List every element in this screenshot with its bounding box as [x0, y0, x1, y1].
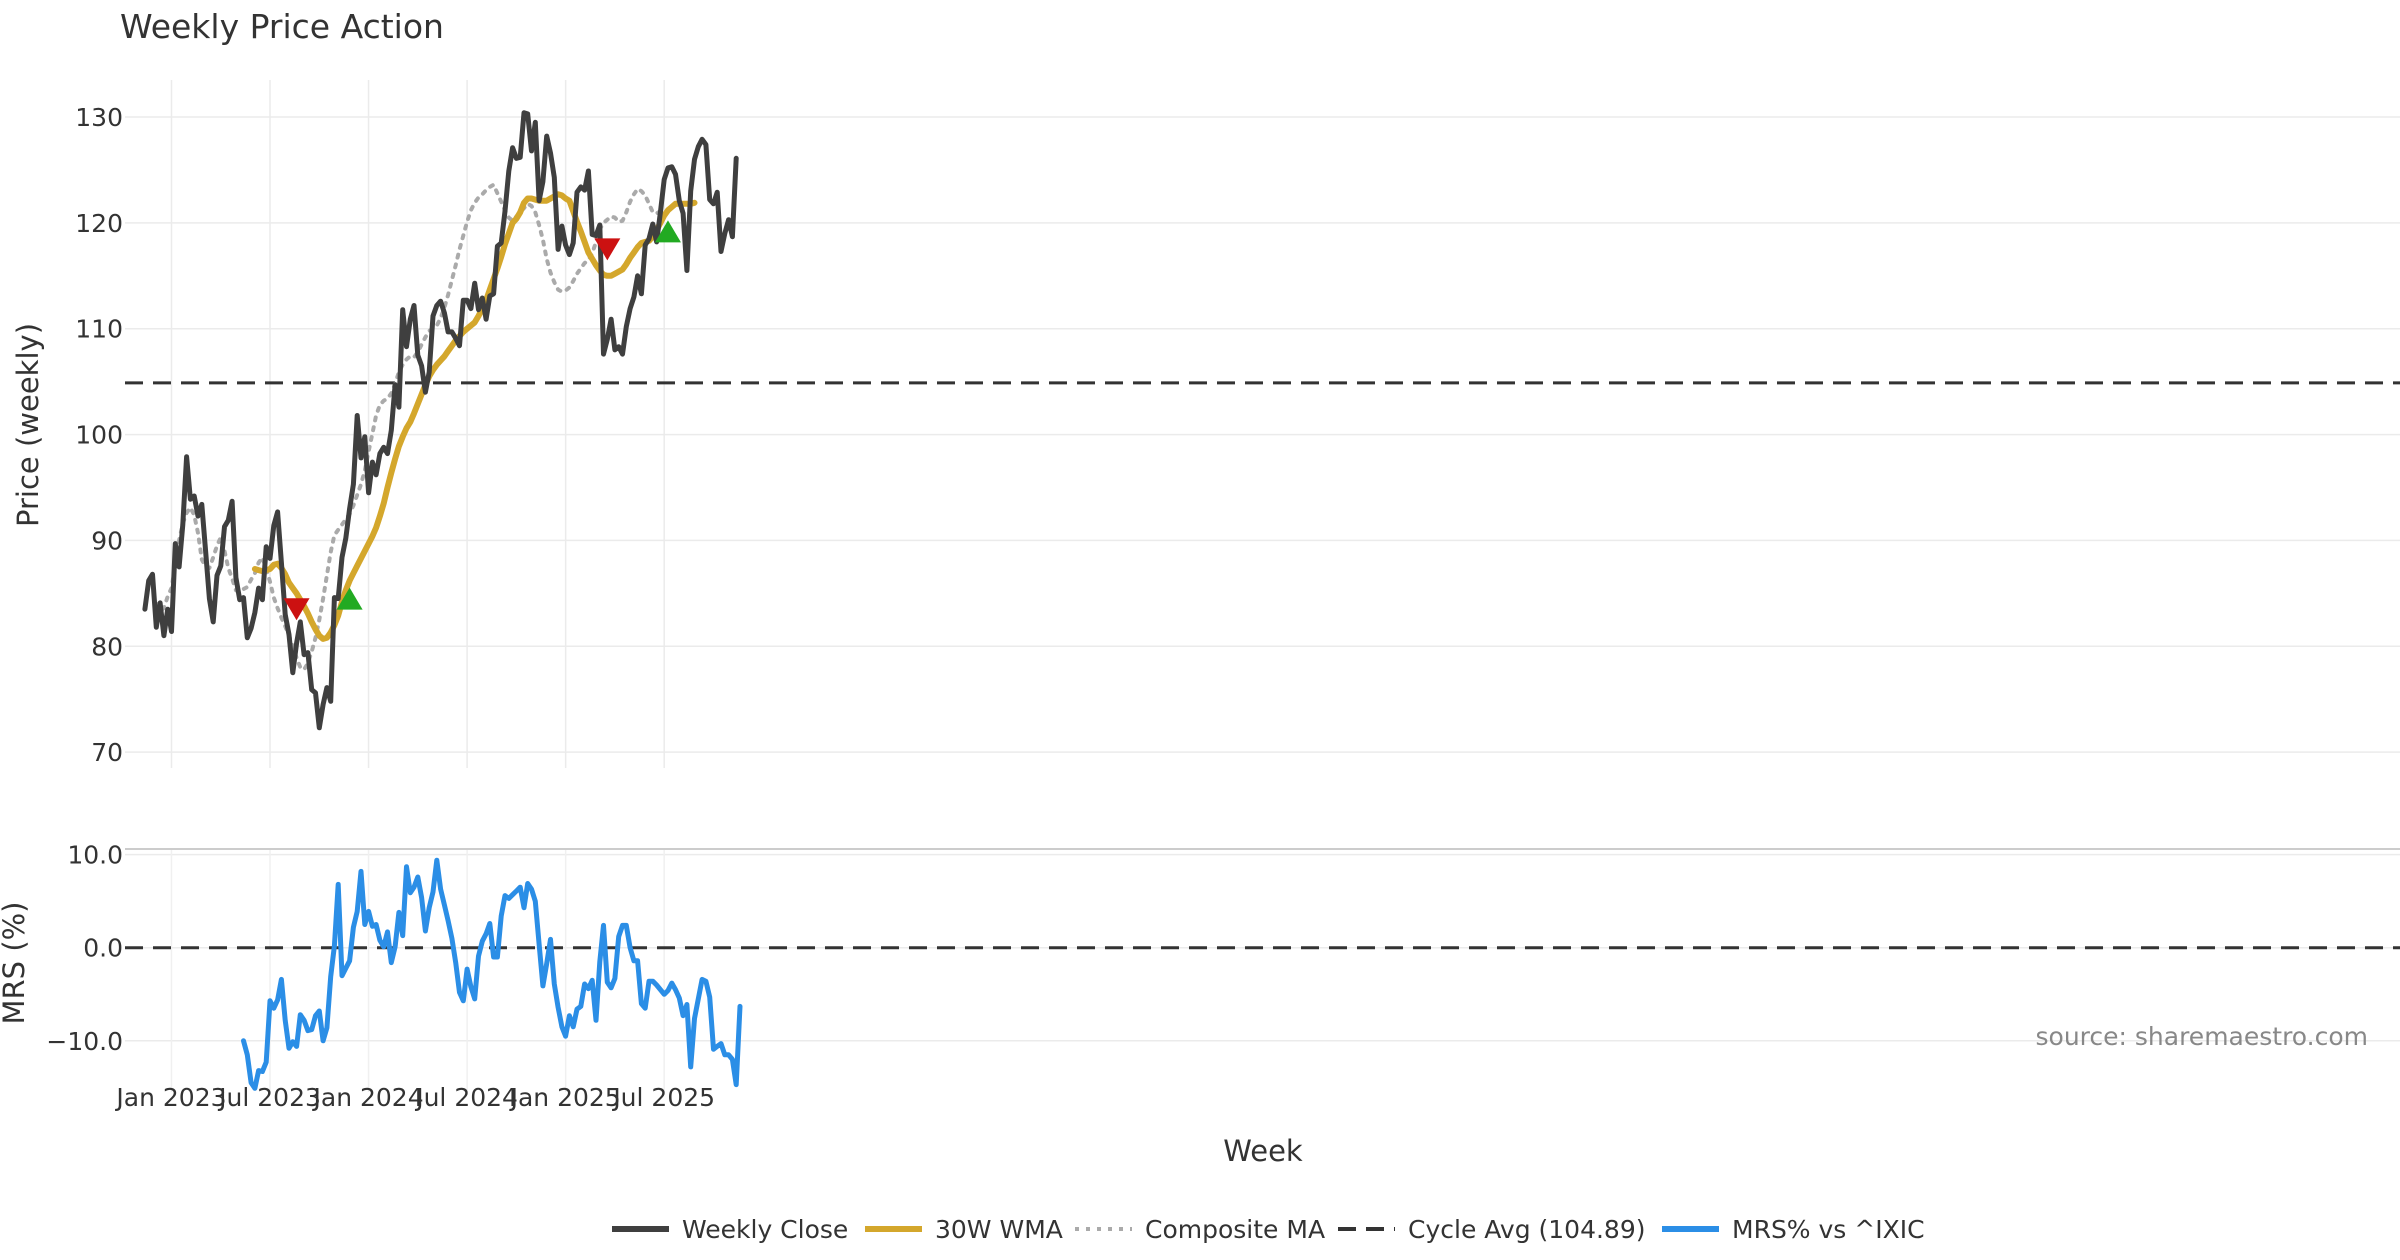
x-axis-label: Week — [1223, 1134, 1303, 1168]
composite-ma-line — [154, 182, 663, 672]
price-y-tick-label: 100 — [75, 421, 123, 450]
mrs-line — [241, 857, 743, 1091]
mrs-y-tick-label: 10.0 — [67, 841, 123, 870]
buy-signal-marker — [336, 587, 363, 610]
legend-label-30w-wma: 30W WMA — [935, 1215, 1063, 1244]
price-y-axis-label: Price (weekly) — [11, 323, 45, 527]
price-y-tick-label: 90 — [91, 526, 123, 555]
price-gridlines — [125, 80, 2400, 768]
x-tick-label: Jul 2024 — [414, 1083, 518, 1112]
price-y-tick-label: 120 — [75, 209, 123, 238]
legend-label-cycle-avg-104-89: Cycle Avg (104.89) — [1408, 1215, 1646, 1244]
mrs-series-lines — [125, 857, 2400, 1091]
price-y-tick-label: 80 — [91, 632, 123, 661]
price-y-tick-label: 130 — [75, 103, 123, 132]
chart-title: Weekly Price Action — [120, 7, 444, 46]
mrs-y-tick-label: 0.0 — [83, 934, 123, 963]
legend-label-composite-ma: Composite MA — [1145, 1215, 1325, 1244]
x-tick-label: Jan 2024 — [312, 1083, 424, 1112]
x-tick-label: Jul 2023 — [217, 1083, 321, 1112]
price-y-tick-label: 110 — [75, 315, 123, 344]
price-series-lines — [125, 110, 2400, 731]
x-tick-label: Jan 2025 — [509, 1083, 621, 1112]
weekly-close-line — [142, 110, 739, 731]
signal-markers — [283, 220, 681, 621]
sell-signal-marker — [283, 598, 310, 621]
price-y-tick-label: 70 — [91, 738, 123, 767]
price-y-ticks: 70 80 90 100 110 120 130 — [75, 103, 123, 767]
source-text: source: sharemaestro.com — [2036, 1022, 2369, 1051]
x-tick-label: Jul 2025 — [611, 1083, 715, 1112]
x-tick-label: Jan 2023 — [114, 1083, 226, 1112]
sell-signal-marker — [594, 238, 621, 261]
chart-legend: Weekly Close 30W WMA Composite MA Cycle Avg… — [612, 1215, 1925, 1244]
buy-signal-marker — [654, 220, 681, 243]
mrs-y-tick-label: −10.0 — [46, 1027, 123, 1056]
mrs-y-ticks: 10.0 0.0 −10.0 — [46, 841, 123, 1056]
30w-wma-line — [251, 191, 698, 642]
legend-label-mrs-vs-ixic: MRS% vs ^IXIC — [1732, 1215, 1925, 1244]
mrs-y-axis-label: MRS (%) — [0, 902, 31, 1025]
legend-label-weekly-close: Weekly Close — [682, 1215, 848, 1244]
